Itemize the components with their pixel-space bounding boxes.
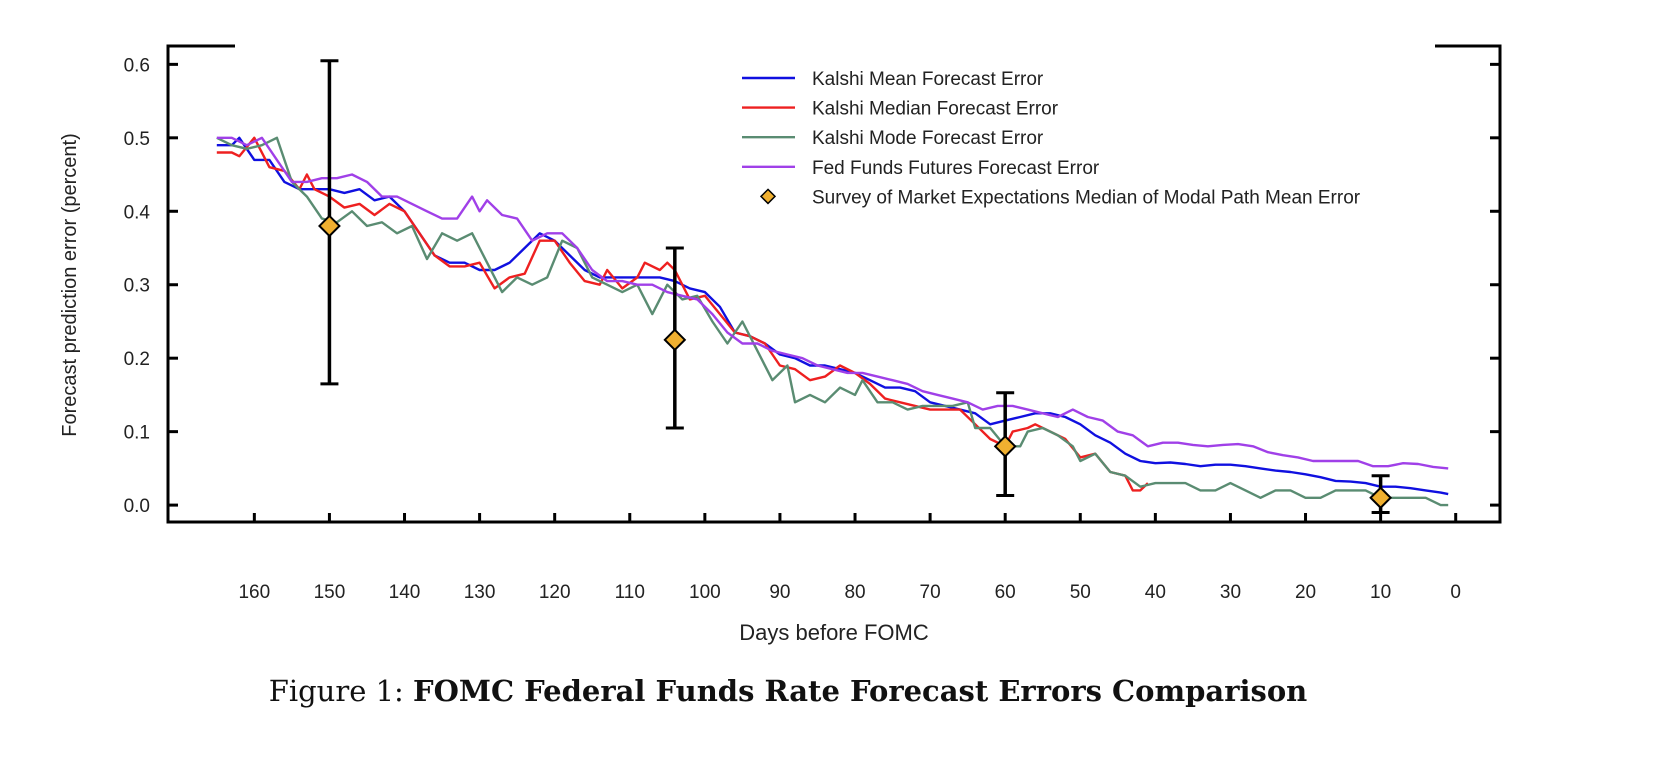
survey-points <box>318 59 1393 514</box>
caption-prefix: Figure 1: <box>268 674 404 708</box>
y-axis-label: Forecast prediction error (percent) <box>59 133 81 436</box>
y-tick-label: 0.4 <box>124 202 151 223</box>
x-tick-label: 10 <box>1370 582 1391 603</box>
survey-diamond-marker <box>663 328 687 352</box>
x-tick-label: 70 <box>920 582 941 603</box>
legend-label-4: Fed Funds Futures Forecast Error <box>812 158 1100 179</box>
x-tick-label: 140 <box>389 582 421 603</box>
plot-frame <box>166 44 1502 524</box>
axis-ticks: 160 150 140 130 120 110 100 90 80 70 60 50 40 30 20 10 0… <box>124 55 1500 603</box>
survey-diamond-marker <box>318 214 341 238</box>
x-tick-label: 130 <box>464 582 496 603</box>
x-tick-label: 60 <box>995 582 1016 603</box>
caption-title: FOMC Federal Funds Rate Forecast Errors … <box>413 674 1308 708</box>
legend-label-2: Kalshi Median Forecast Error <box>812 99 1059 120</box>
x-tick-label: 160 <box>238 582 270 603</box>
series-line-4 <box>216 136 1449 470</box>
legend: Kalshi Mean Forecast Error Kalshi Median … <box>742 69 1361 208</box>
series-line-3 <box>216 136 1449 507</box>
x-axis-label: Days before FOMC <box>739 620 929 645</box>
x-tick-label: 20 <box>1295 582 1316 603</box>
x-tick-label: 30 <box>1220 582 1241 603</box>
survey-diamond-marker <box>993 434 1017 458</box>
x-tick-label: 80 <box>844 582 865 603</box>
x-tick-label: 110 <box>615 582 645 603</box>
legend-diamond-icon <box>759 188 777 205</box>
figure-caption: Figure 1: FOMC Federal Funds Rate Foreca… <box>0 674 1576 708</box>
legend-label-3: Kalshi Mode Forecast Error <box>812 128 1044 149</box>
y-tick-label: 0.5 <box>124 129 150 150</box>
x-tick-label: 0 <box>1450 582 1461 603</box>
x-tick-label: 90 <box>769 582 790 603</box>
x-tick-label: 100 <box>689 582 721 603</box>
x-tick-label: 50 <box>1070 582 1091 603</box>
y-tick-label: 0.3 <box>124 276 150 297</box>
x-tick-label: 40 <box>1145 582 1166 603</box>
axis-frame <box>166 44 1502 524</box>
x-tick-label: 150 <box>314 582 346 603</box>
legend-label-5: Survey of Market Expectations Median of … <box>812 187 1361 208</box>
survey-diamond-marker <box>1369 486 1393 510</box>
y-tick-label: 0.0 <box>124 496 150 517</box>
legend-label-1: Kalshi Mean Forecast Error <box>812 69 1044 90</box>
y-tick-label: 0.6 <box>124 55 150 76</box>
y-tick-label: 0.2 <box>124 349 150 370</box>
y-tick-label: 0.1 <box>124 423 150 444</box>
x-tick-label: 120 <box>539 582 571 603</box>
